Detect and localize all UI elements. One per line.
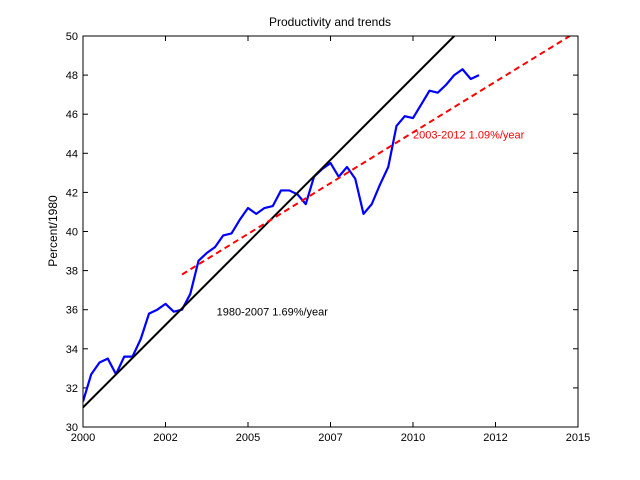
- x-tick-label: 2010: [401, 432, 425, 444]
- trend-2003-2012-line: [181, 36, 571, 276]
- y-tick-label: 40: [66, 227, 78, 239]
- trend-annotation: 2003-2012 1.09%/year: [413, 130, 525, 142]
- x-tick-label: 2005: [236, 432, 260, 444]
- y-tick-label: 34: [66, 344, 78, 356]
- y-tick-label: 30: [66, 422, 78, 434]
- x-tick-label: 2007: [318, 432, 342, 444]
- x-tick-label: 2015: [566, 432, 590, 444]
- y-tick-label: 42: [66, 187, 78, 199]
- y-tick-label: 46: [66, 109, 78, 121]
- series-layer: [83, 36, 571, 409]
- y-axis-label: Percent/1980: [46, 195, 60, 267]
- productivity-series-line: [83, 68, 480, 402]
- trend-annotation: 1980-2007 1.69%/year: [217, 307, 329, 319]
- y-tick-label: 48: [66, 70, 78, 82]
- y-tick-label: 44: [66, 148, 78, 160]
- plot-background: [83, 36, 578, 427]
- y-tick-label: 38: [66, 266, 78, 278]
- x-tick-label: 2002: [153, 432, 177, 444]
- x-tick-label: 2000: [71, 432, 95, 444]
- chart-title: Productivity and trends: [269, 15, 391, 29]
- plot-frame: [82, 35, 579, 428]
- y-tick-label: 50: [66, 31, 78, 43]
- x-tick-label: 2012: [483, 432, 507, 444]
- y-tick-label: 32: [66, 383, 78, 395]
- y-tick-label: 36: [66, 305, 78, 317]
- annotation-layer: 1980-2007 1.69%/year 2003-2012 1.09%/year: [217, 130, 525, 319]
